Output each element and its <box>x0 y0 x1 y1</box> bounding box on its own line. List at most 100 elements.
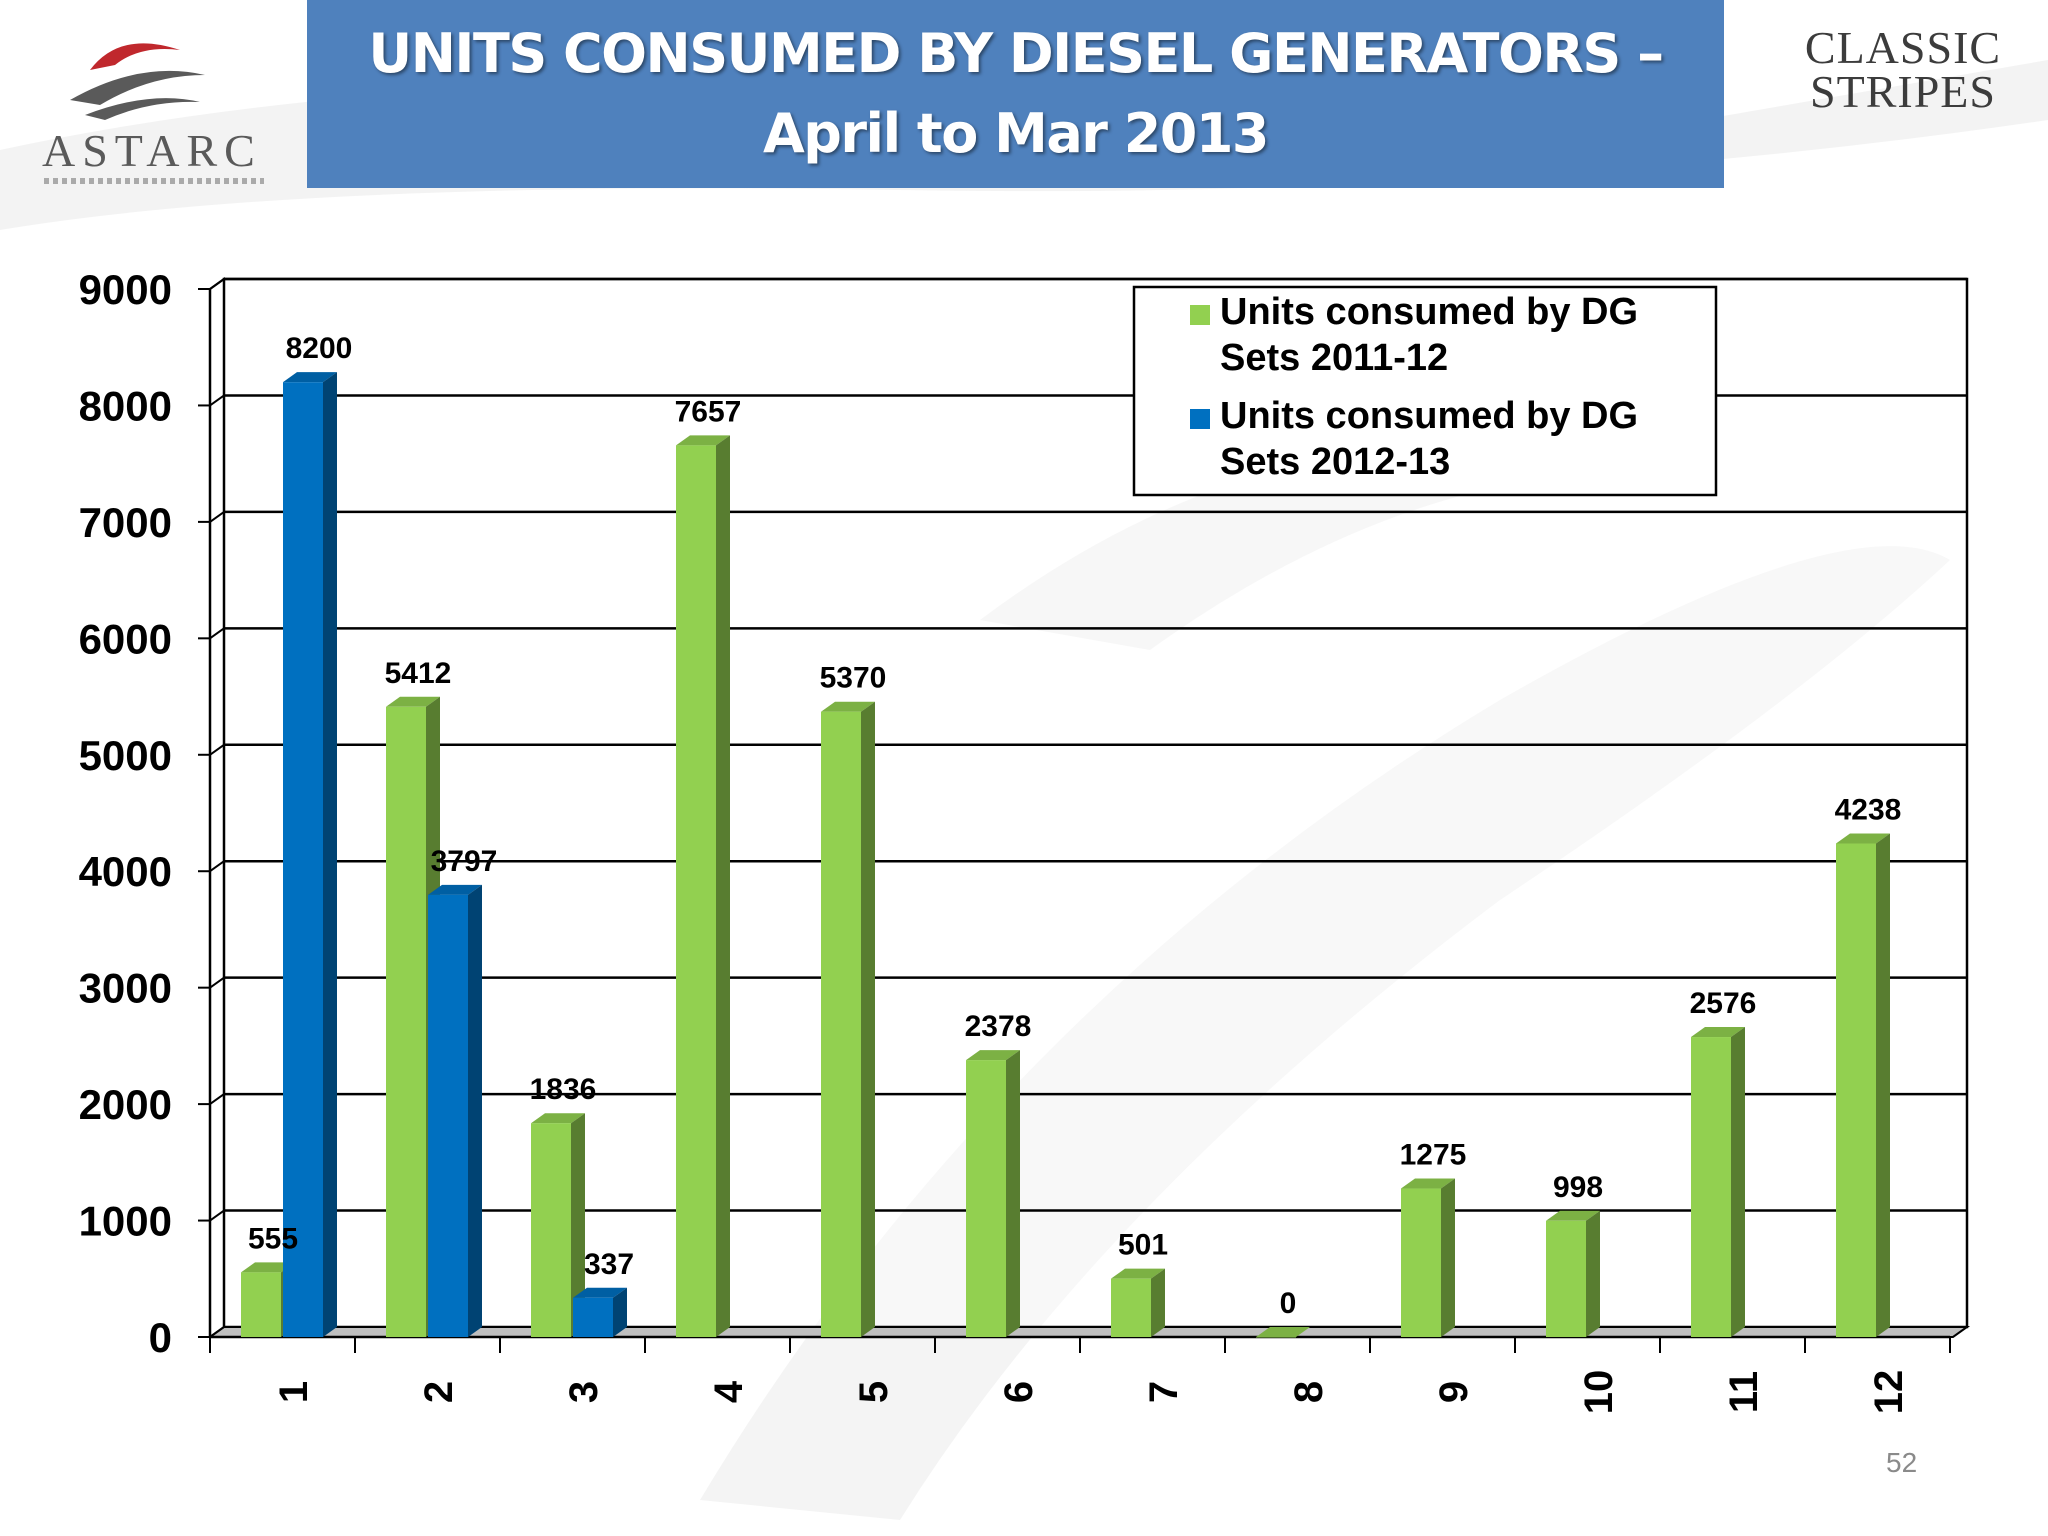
gridline-depth <box>209 1093 225 1105</box>
legend-swatch-2 <box>1190 409 1210 429</box>
y-tick-label: 2000 <box>79 1081 172 1128</box>
bar-series-1-3 <box>531 1113 585 1337</box>
bar-series-1-9 <box>1401 1178 1455 1337</box>
bar-top <box>1546 1210 1600 1221</box>
gridline-depth <box>209 511 225 523</box>
data-label-series-2-3: 337 <box>584 1248 634 1281</box>
x-tick-label-12: 12 <box>1867 1370 1911 1415</box>
bar-front <box>283 382 323 1338</box>
bar-front <box>1691 1037 1731 1337</box>
y-tick-label: 9000 <box>79 266 172 313</box>
gridline-depth <box>209 743 225 756</box>
bar-front <box>966 1060 1006 1337</box>
x-tick-label-5: 5 <box>852 1381 896 1403</box>
y-tick-label: 4000 <box>79 848 172 895</box>
x-tick-label-8: 8 <box>1287 1381 1331 1403</box>
classic-stripes-logo: CLASSIC STRIPES <box>1788 25 2018 117</box>
bar-top <box>821 701 875 712</box>
bar-series-2-1 <box>283 372 337 1338</box>
legend-box <box>1132 285 1718 497</box>
bar-side <box>1731 1027 1745 1337</box>
bar-top <box>1256 1327 1310 1337</box>
astarc-logo-mark <box>70 43 205 120</box>
data-label-series-1-6: 2378 <box>965 1010 1032 1043</box>
bar-top <box>428 884 482 895</box>
gridline-depth <box>209 278 225 290</box>
data-label-series-1-9: 1275 <box>1400 1139 1467 1172</box>
bar-series-1-10 <box>1546 1210 1600 1337</box>
bar-series-1-6 <box>966 1050 1020 1337</box>
x-tick-label-9: 9 <box>1432 1381 1476 1403</box>
bar-top <box>241 1262 295 1273</box>
y-tick-label: 8000 <box>79 382 172 429</box>
bar-front <box>676 445 716 1337</box>
gridline-depth <box>209 1209 225 1222</box>
bar-side <box>1586 1210 1600 1337</box>
bar-front <box>573 1297 613 1337</box>
bar-top <box>1111 1268 1165 1279</box>
x-tick-label-2: 2 <box>417 1381 461 1403</box>
astarc-logo-text: ASTARC <box>42 125 262 176</box>
data-label-series-1-5: 5370 <box>820 662 887 695</box>
data-label-series-2-1: 8200 <box>286 332 353 365</box>
legend-label-1-line-2: Sets 2011-12 <box>1220 337 1448 379</box>
bar-top <box>283 372 337 383</box>
data-label-series-1-4: 7657 <box>675 395 742 428</box>
bar-top <box>1401 1178 1455 1189</box>
data-label-series-1-1: 555 <box>248 1222 298 1255</box>
bar-front <box>1401 1188 1441 1337</box>
bar-side <box>1441 1178 1455 1337</box>
title-line-2: April to Mar 2013 <box>762 102 1270 165</box>
data-label-series-1-11: 2576 <box>1690 987 1757 1020</box>
bar-side <box>1151 1268 1165 1337</box>
x-tick-label-7: 7 <box>1142 1381 1186 1403</box>
x-tick-label-6: 6 <box>997 1381 1041 1403</box>
astarc-logo: ASTARC <box>30 20 270 190</box>
bar-top <box>966 1050 1020 1061</box>
x-tick-label-3: 3 <box>562 1381 606 1403</box>
bar-side <box>613 1287 627 1337</box>
left-wall <box>209 277 225 1339</box>
bar-side <box>323 372 337 1338</box>
bar-side <box>716 435 730 1337</box>
y-tick-label: 6000 <box>79 615 172 662</box>
bar-top <box>573 1287 627 1298</box>
data-label-series-1-8: 0 <box>1280 1287 1297 1320</box>
bar-series-1-4 <box>676 435 730 1337</box>
data-label-series-1-10: 998 <box>1553 1171 1603 1204</box>
bar-top <box>1691 1027 1745 1038</box>
bar-front <box>1111 1278 1151 1337</box>
bar-front <box>1836 843 1876 1337</box>
y-tick-label: 7000 <box>79 499 172 546</box>
x-tick-label-11: 11 <box>1722 1371 1766 1413</box>
bar-top <box>386 696 440 707</box>
bar-series-1-11 <box>1691 1027 1745 1337</box>
legend-swatch-1 <box>1190 305 1210 325</box>
bar-front <box>386 706 426 1337</box>
bar-side <box>468 884 482 1337</box>
gridline-depth <box>209 860 225 873</box>
bar-front <box>241 1272 281 1337</box>
data-labels: 555 8200 5412 3797 1836 337 7657 5370 2378 501 0 12… <box>248 332 1901 1320</box>
x-tick-label-1: 1 <box>272 1381 316 1403</box>
y-tick-label: 0 <box>149 1314 172 1361</box>
bar-series-2-3 <box>573 1287 627 1337</box>
bar-series-1-8 <box>1256 1327 1310 1338</box>
bar-side <box>1876 833 1890 1337</box>
bar-side <box>861 701 875 1337</box>
bar-series-1-12 <box>1836 833 1890 1337</box>
gridline-depth <box>209 627 225 640</box>
x-tick-label-4: 4 <box>707 1380 751 1403</box>
classic-stripes-logo-line-2: STRIPES <box>1810 66 1996 117</box>
title-banner: UNITS CONSUMED BY DIESEL GENERATORS – Ap… <box>307 0 1724 188</box>
bar-front <box>821 711 861 1337</box>
astarc-tagline <box>44 178 264 184</box>
gridline-depth <box>209 394 225 407</box>
page-number: 52 <box>1886 1447 1918 1478</box>
data-label-series-1-12: 4238 <box>1835 794 1902 827</box>
legend-label-2-line-2: Sets 2012-13 <box>1220 441 1450 483</box>
bar-top <box>1836 833 1890 844</box>
